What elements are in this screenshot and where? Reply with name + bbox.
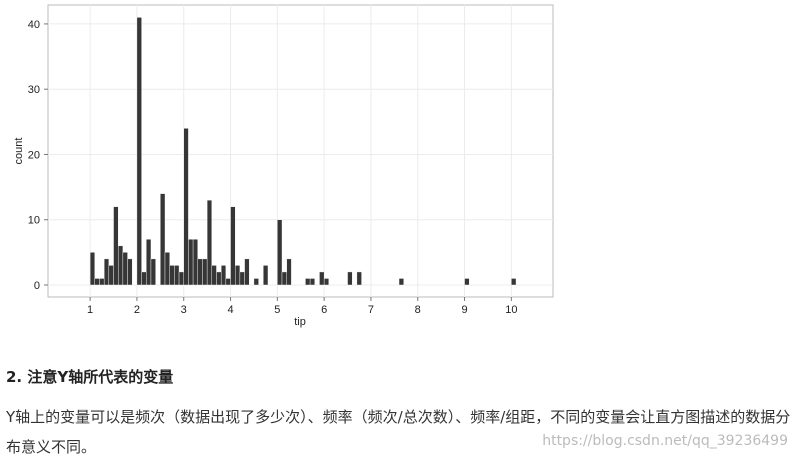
bar — [188, 239, 194, 286]
bar — [305, 278, 311, 286]
bar — [277, 219, 283, 286]
bar — [103, 258, 110, 286]
bar — [356, 271, 362, 286]
bar — [225, 278, 231, 286]
x-tick-label: 1 — [87, 304, 93, 316]
bar — [216, 271, 222, 286]
bar — [464, 278, 470, 286]
bar — [136, 17, 142, 286]
chart: tip count 0 10 20 30 40 1 2 3 4 5 6 7 8 9 10 — [13, 4, 554, 328]
x-axis-label: tip — [294, 316, 306, 328]
bar — [169, 265, 175, 286]
bar — [150, 258, 156, 286]
bar — [211, 265, 217, 286]
bar — [118, 245, 124, 286]
bar — [192, 239, 198, 286]
bar — [146, 239, 152, 286]
bar — [263, 265, 269, 286]
x-tick-label: 6 — [321, 304, 327, 316]
y-tick-label: 40 — [28, 19, 40, 31]
bar — [244, 258, 250, 286]
bar — [253, 278, 259, 286]
bar — [220, 265, 227, 286]
bar — [197, 258, 203, 286]
bar — [108, 265, 114, 286]
bar — [202, 258, 208, 286]
bar — [174, 265, 180, 286]
bar — [286, 258, 292, 286]
bar — [113, 206, 119, 286]
bar — [122, 252, 128, 286]
panel — [47, 4, 554, 298]
y-axis-label: count — [13, 138, 25, 165]
watermark: https://blog.csdn.net/qq_39236499 — [542, 433, 788, 449]
bar — [127, 258, 133, 286]
bar — [309, 278, 315, 286]
y-tick-label: 0 — [34, 280, 40, 292]
x-tick-label: 8 — [415, 304, 421, 316]
bar — [281, 271, 287, 286]
x-tick-label: 2 — [134, 304, 140, 316]
bar — [141, 271, 147, 286]
bar — [319, 271, 325, 286]
bar — [160, 193, 166, 286]
bar — [206, 199, 213, 286]
bar — [183, 128, 189, 286]
heading: 2. 注意Y轴所代表的变量 — [6, 368, 174, 386]
y-tick-label: 10 — [28, 215, 40, 227]
bar — [94, 278, 100, 286]
bar — [164, 252, 170, 286]
bar — [323, 278, 330, 286]
x-tick-label: 9 — [461, 304, 467, 316]
x-tick-label: 7 — [368, 304, 374, 316]
bar — [239, 271, 245, 286]
bar — [398, 278, 404, 286]
bar — [511, 278, 517, 286]
x-tick-label: 3 — [181, 304, 187, 316]
bar — [99, 278, 105, 286]
x-tick-label: 4 — [227, 304, 233, 316]
y-tick-label: 20 — [28, 149, 40, 161]
paragraph: Y轴上的变量可以是频次（数据出现了多少次）、频率（频次/总次数）、频率/组距，不… — [6, 408, 791, 456]
x-tick-label: 10 — [505, 304, 517, 316]
bar — [235, 265, 241, 286]
y-tick-label: 30 — [28, 84, 40, 96]
x-tick-label: 5 — [274, 304, 280, 316]
bar — [347, 271, 353, 286]
bar — [230, 206, 236, 286]
bar — [178, 271, 184, 286]
bar — [89, 252, 96, 286]
